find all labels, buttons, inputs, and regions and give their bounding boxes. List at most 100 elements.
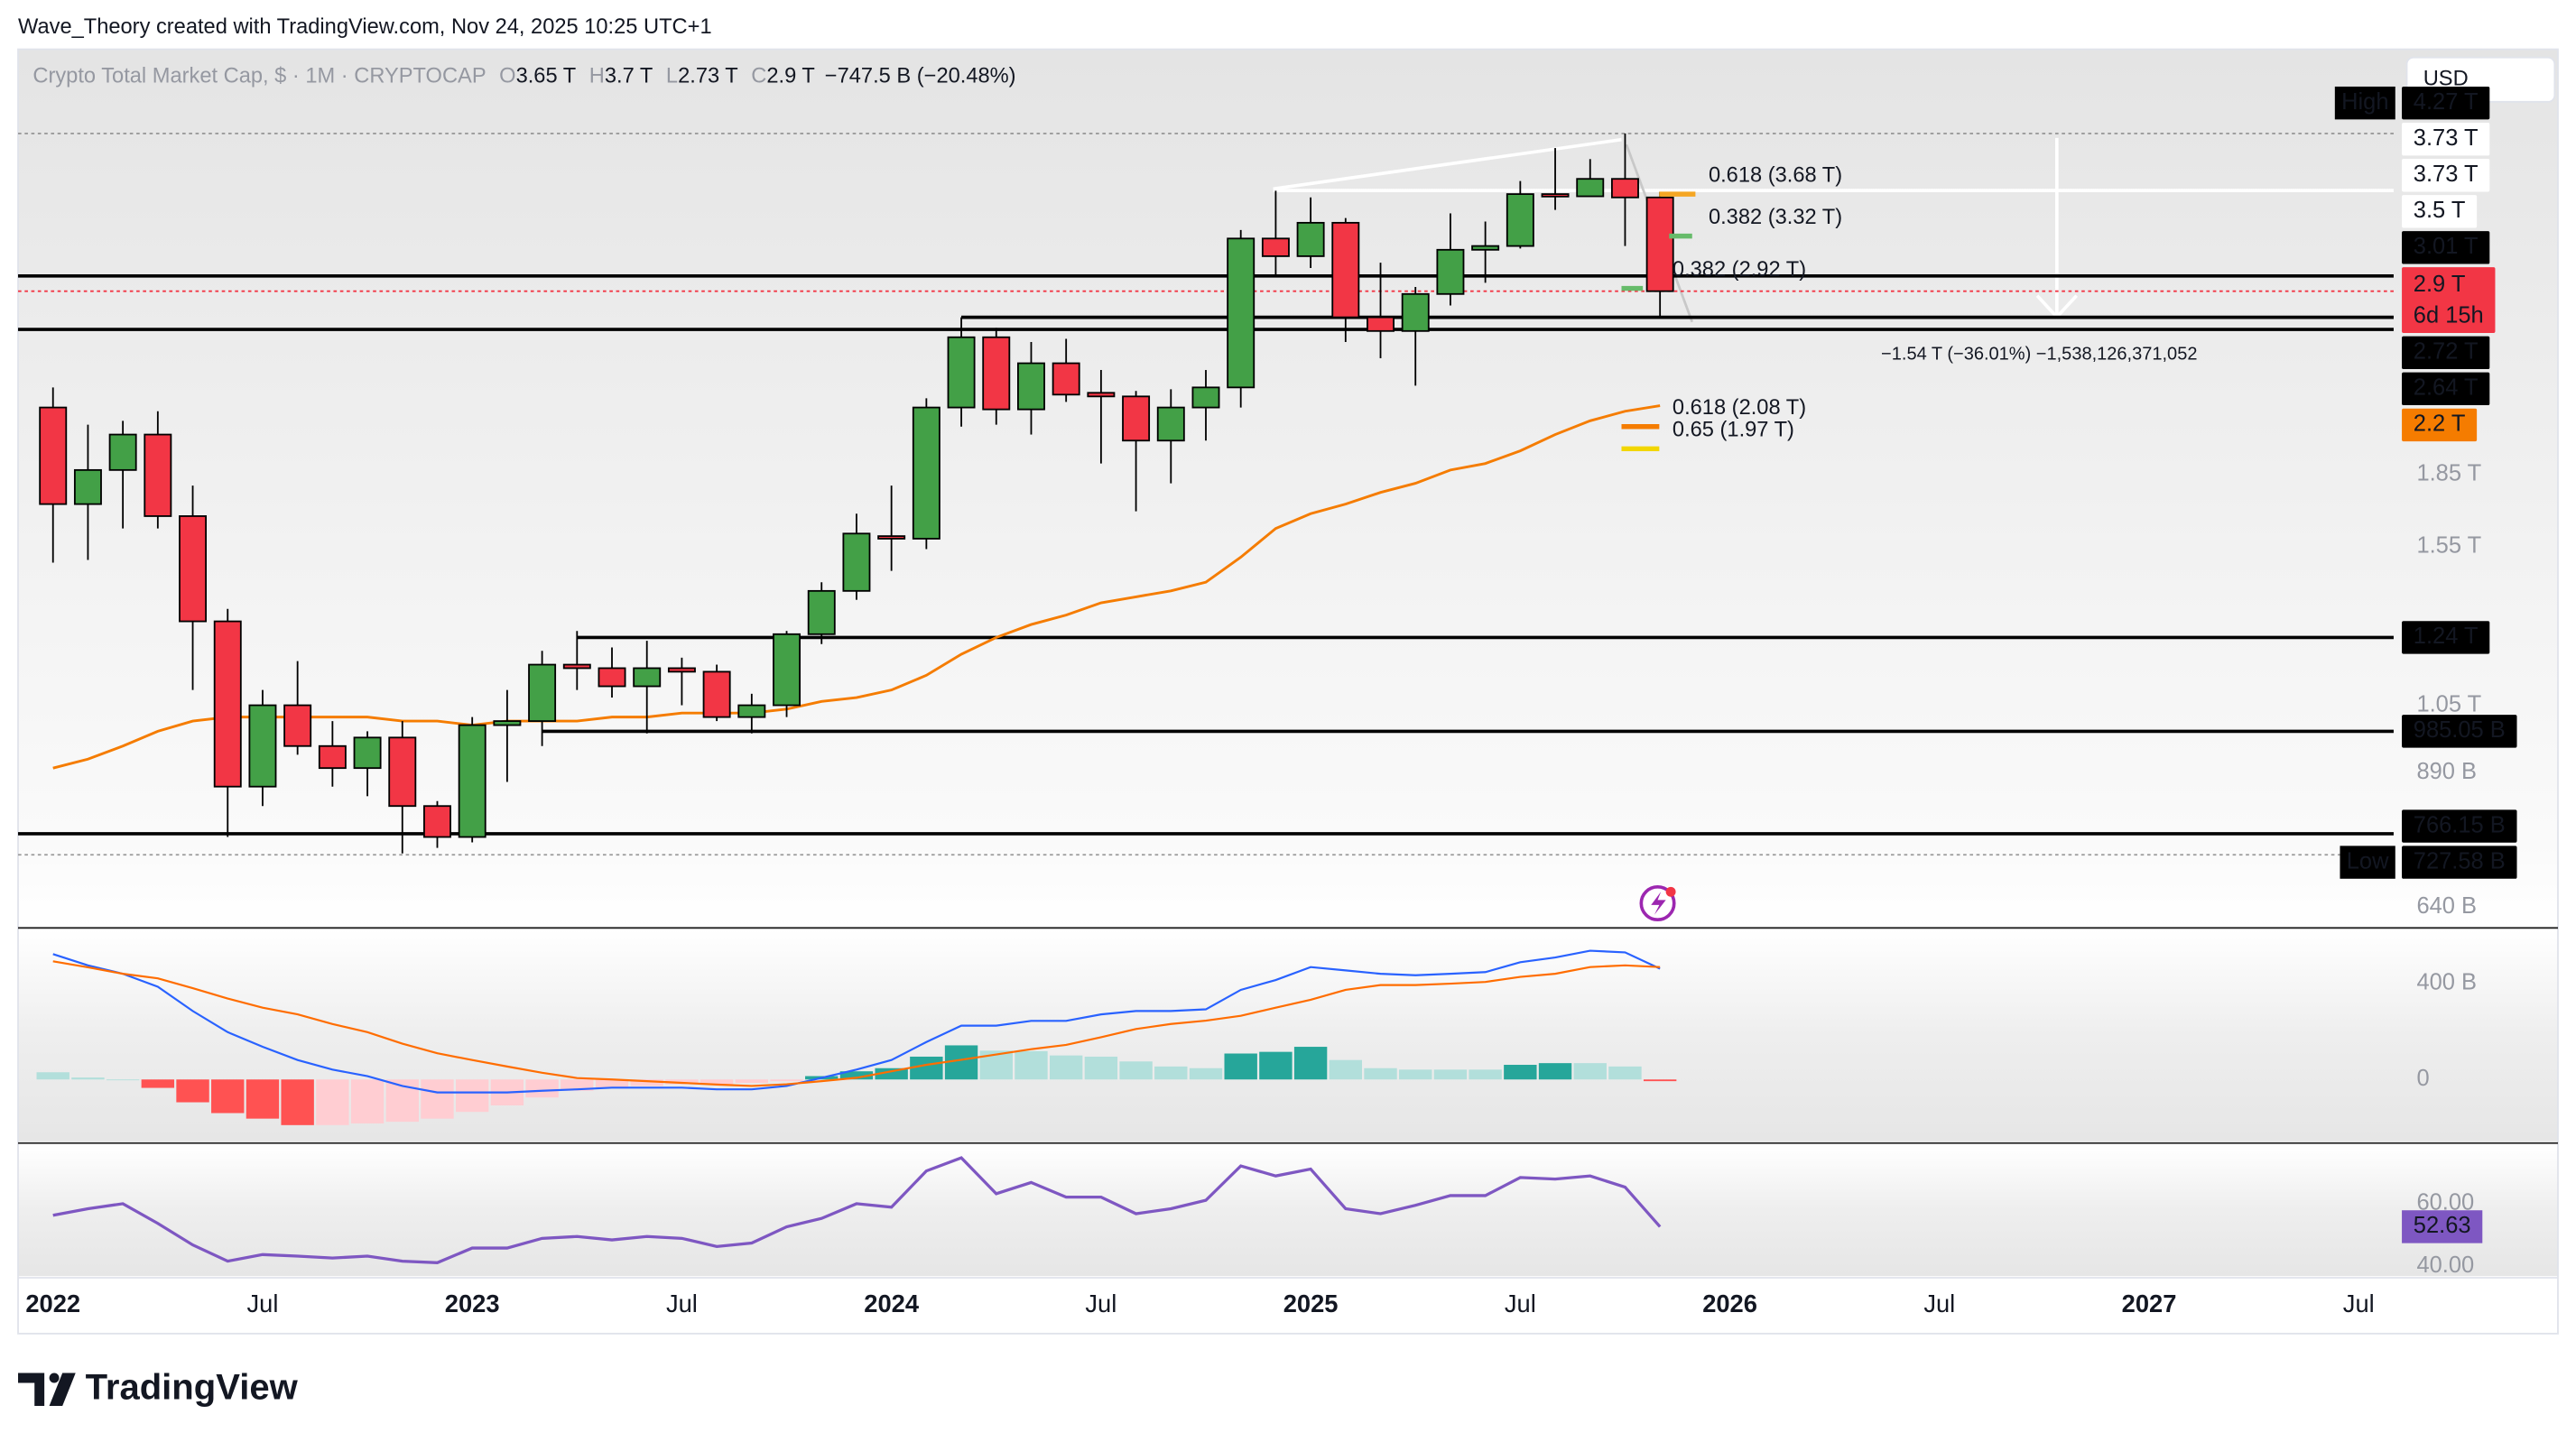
legend-text: −747.5 B (−20.48%) bbox=[825, 65, 1016, 88]
macd-histogram-bar bbox=[1015, 1050, 1048, 1080]
rsi-line bbox=[52, 1156, 1662, 1264]
price-label: 2.64 T bbox=[2402, 372, 2490, 406]
x-tick-label: Jul bbox=[1085, 1289, 1117, 1317]
price-label-box bbox=[2402, 336, 2490, 370]
x-tick-label: 2027 bbox=[2122, 1289, 2177, 1317]
price-label-text: 2.9 T bbox=[2414, 272, 2466, 297]
measure-label: −1.54 T (−36.01%) −1,538,126,371,052 bbox=[1881, 344, 2197, 364]
fib-label: 0.382 (3.32 T) bbox=[1709, 206, 1842, 229]
candle-body bbox=[1576, 178, 1605, 198]
price-label-box bbox=[2402, 372, 2490, 406]
price-label: 2.72 T bbox=[2402, 336, 2490, 370]
macd-histogram-bar bbox=[1259, 1051, 1293, 1080]
candle-body bbox=[737, 704, 766, 718]
macd-histogram-bar bbox=[525, 1079, 559, 1098]
candle-body bbox=[1506, 193, 1534, 247]
macd-histogram-bar bbox=[1399, 1069, 1432, 1080]
legend-text: 3.7 T bbox=[605, 65, 653, 88]
candle-body bbox=[458, 724, 486, 838]
candle-body bbox=[144, 433, 172, 517]
macd-histogram-bar bbox=[1538, 1063, 1572, 1080]
candle-body bbox=[702, 670, 731, 718]
candle-body bbox=[633, 667, 662, 688]
macd-histogram-bar bbox=[910, 1056, 943, 1080]
macd-histogram-bar bbox=[595, 1079, 629, 1088]
y-tick-label: 890 B bbox=[2416, 759, 2477, 784]
candle-body bbox=[213, 620, 242, 788]
macd-histogram-bar bbox=[1433, 1069, 1468, 1080]
price-label-countdown: 6d 15h bbox=[2414, 303, 2484, 328]
macd-tick-label: 0 bbox=[2416, 1066, 2429, 1091]
price-label-box bbox=[2402, 86, 2490, 120]
legend-text: O bbox=[499, 65, 515, 88]
macd-histogram-bar bbox=[770, 1079, 803, 1082]
y-tick-label: 640 B bbox=[2416, 893, 2477, 919]
macd-tick-label: 400 B bbox=[2416, 970, 2477, 995]
legend-text: 2.73 T bbox=[678, 65, 738, 88]
fib-label: 0.65 (1.97 T) bbox=[1673, 419, 1794, 442]
candle-body bbox=[1471, 245, 1500, 251]
rsi-pane bbox=[18, 1144, 2558, 1277]
price-label: 2.9 T 6d 15h bbox=[2402, 267, 2496, 333]
price-label-box bbox=[2402, 123, 2490, 156]
legend-text: C bbox=[751, 65, 766, 88]
price-label-text: 727.58 B bbox=[2414, 848, 2506, 874]
candle-body bbox=[1296, 221, 1325, 257]
candle-body bbox=[947, 336, 976, 409]
price-label-text: 766.15 B bbox=[2414, 812, 2506, 837]
trend-line bbox=[1273, 137, 1622, 191]
rsi-value-box bbox=[2402, 1210, 2483, 1243]
candle-body bbox=[1645, 196, 1674, 292]
price-label-text: 2.64 T bbox=[2414, 375, 2479, 401]
candle-body bbox=[667, 667, 696, 673]
price-label-box bbox=[2402, 408, 2478, 442]
candle-body bbox=[912, 406, 941, 540]
macd-histogram-bar bbox=[839, 1071, 874, 1080]
macd-histogram-bar bbox=[421, 1079, 454, 1119]
candle-body bbox=[1087, 392, 1116, 398]
price-label: 3.01 T bbox=[2402, 231, 2490, 264]
price-label-box bbox=[2402, 231, 2490, 264]
candle-body bbox=[73, 468, 102, 505]
candle-body bbox=[1227, 237, 1256, 389]
candle-body bbox=[1156, 406, 1185, 442]
candle-body bbox=[598, 667, 626, 688]
candle-body bbox=[1610, 178, 1639, 199]
price-label-box bbox=[2402, 846, 2517, 879]
macd-line bbox=[52, 960, 1661, 1087]
x-tick-label: 2024 bbox=[864, 1289, 920, 1317]
price-tag-box bbox=[2340, 846, 2395, 879]
legend-text: 3.65 T bbox=[516, 65, 577, 88]
price-label-text: 2.72 T bbox=[2414, 339, 2479, 365]
price-label: 727.58 B Low bbox=[2340, 846, 2517, 879]
macd-histogram-bar bbox=[1189, 1068, 1223, 1080]
x-tick-label: 2026 bbox=[1702, 1289, 1757, 1317]
candle-body bbox=[423, 805, 451, 838]
candle-body bbox=[1541, 193, 1570, 198]
candle-body bbox=[353, 736, 382, 770]
x-tick-label: Jul bbox=[1923, 1289, 1955, 1317]
candle-body bbox=[1191, 386, 1220, 409]
macd-histogram-bar bbox=[141, 1079, 175, 1088]
candle-body bbox=[773, 633, 802, 707]
macd-histogram-bar bbox=[350, 1079, 385, 1123]
price-label: 985.05 B bbox=[2402, 715, 2517, 748]
macd-histogram-bar bbox=[246, 1079, 280, 1119]
price-label: 766.15 B bbox=[2402, 809, 2517, 843]
price-label-box bbox=[2402, 159, 2490, 192]
fib-label: 0.618 (3.68 T) bbox=[1709, 163, 1842, 187]
ohlc-legend: Crypto Total Market Cap, $ · 1M · CRYPTO… bbox=[32, 65, 1015, 88]
candle-body bbox=[108, 433, 137, 471]
x-tick-label: Jul bbox=[666, 1289, 698, 1317]
candle-body bbox=[982, 336, 1011, 411]
macd-histogram-bar bbox=[1084, 1056, 1118, 1080]
price-tag-text: Low bbox=[2347, 848, 2389, 874]
candle-body bbox=[807, 589, 836, 635]
macd-histogram-bar bbox=[1329, 1059, 1363, 1080]
x-tick-label: Jul bbox=[1505, 1289, 1536, 1317]
macd-histogram-bar bbox=[735, 1079, 769, 1083]
macd-histogram-bar bbox=[1293, 1047, 1328, 1080]
macd-histogram-bar bbox=[1119, 1061, 1153, 1080]
candle-body bbox=[877, 535, 906, 540]
candle-body bbox=[179, 515, 208, 623]
